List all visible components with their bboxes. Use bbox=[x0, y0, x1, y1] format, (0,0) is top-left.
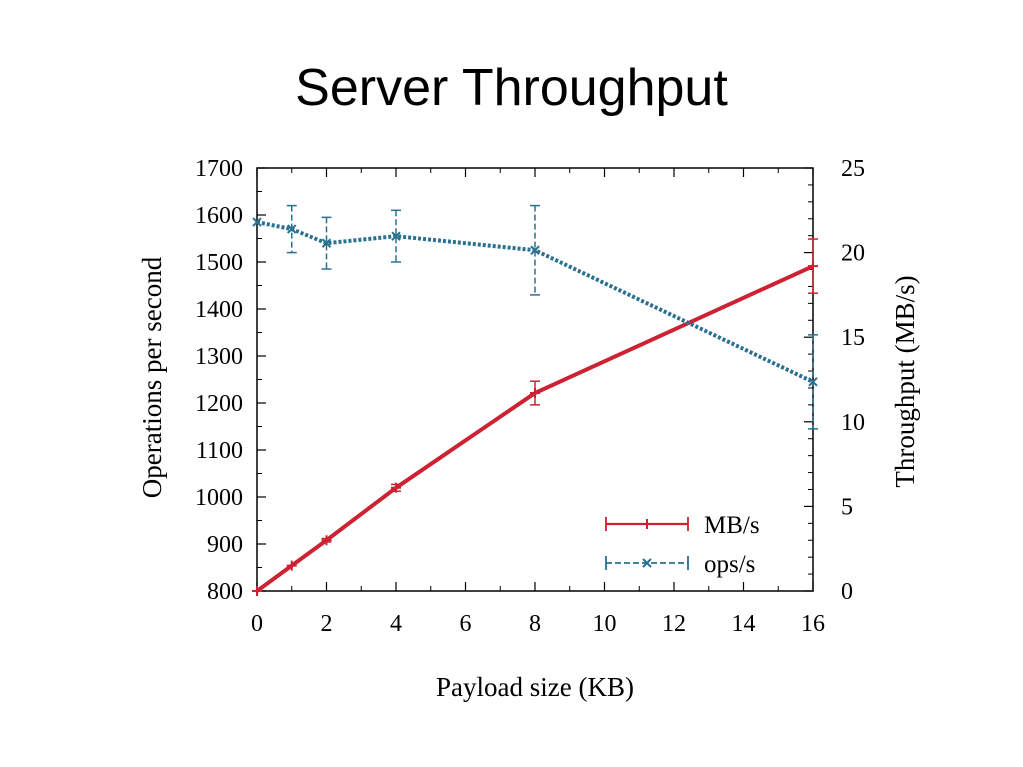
legend-label: MB/s bbox=[704, 512, 760, 539]
legend: MB/s ops/s bbox=[605, 512, 760, 578]
x-tick-label: 12 bbox=[662, 611, 686, 637]
data-point bbox=[287, 224, 297, 234]
x-tick-label: 2 bbox=[321, 611, 333, 637]
x-tick-label: 4 bbox=[390, 611, 402, 637]
left-y-tick-label: 800 bbox=[207, 579, 243, 605]
left-y-tick-label: 1500 bbox=[195, 250, 243, 276]
left-y-tick-label: 1200 bbox=[195, 391, 243, 417]
data-point bbox=[530, 388, 540, 399]
left-y-tick-label: 1400 bbox=[195, 297, 243, 323]
right-y-tick-label: 5 bbox=[841, 494, 853, 520]
data-point bbox=[321, 238, 332, 248]
data-point bbox=[286, 560, 297, 571]
data-point bbox=[321, 535, 332, 546]
left-y-tick-label: 900 bbox=[207, 532, 243, 558]
x-tick-label: 0 bbox=[251, 611, 263, 637]
left-y-axis-label: Operations per second bbox=[137, 256, 167, 498]
left-y-tick-label: 1100 bbox=[196, 438, 243, 464]
x-tick-label: 14 bbox=[732, 611, 756, 637]
data-point bbox=[808, 377, 818, 387]
x-axis-label: Payload size (KB) bbox=[436, 672, 634, 702]
right-y-tick-label: 15 bbox=[841, 325, 865, 351]
right-y-tick-label: 20 bbox=[841, 241, 865, 267]
data-point bbox=[252, 217, 262, 227]
slide-title: Server Throughput bbox=[295, 59, 728, 117]
series-ops bbox=[252, 204, 818, 430]
x-tick-label: 8 bbox=[529, 611, 541, 637]
left-y-tick-label: 1700 bbox=[195, 156, 243, 182]
legend-label: ops/s bbox=[704, 551, 755, 578]
left-y-tick-label: 1600 bbox=[195, 203, 243, 229]
legend-marker bbox=[642, 558, 652, 568]
right-y-tick-label: 0 bbox=[841, 579, 853, 605]
series-mbs bbox=[252, 238, 818, 596]
data-point bbox=[391, 231, 401, 241]
series-line bbox=[255, 264, 814, 593]
series-line bbox=[256, 220, 814, 384]
data-point bbox=[808, 261, 818, 272]
right-y-tick-label: 10 bbox=[841, 410, 865, 436]
x-tick-label: 6 bbox=[460, 611, 472, 637]
left-y-tick-label: 1000 bbox=[195, 485, 243, 511]
left-y-tick-label: 1300 bbox=[195, 344, 243, 370]
right-y-axis-label: Throughput (MB/s) bbox=[890, 275, 920, 487]
data-point bbox=[252, 586, 262, 596]
data-point bbox=[391, 482, 401, 493]
right-y-tick-label: 25 bbox=[841, 156, 865, 182]
data-point bbox=[530, 245, 540, 255]
x-tick-label: 10 bbox=[593, 611, 617, 637]
x-tick-label: 16 bbox=[801, 611, 825, 637]
